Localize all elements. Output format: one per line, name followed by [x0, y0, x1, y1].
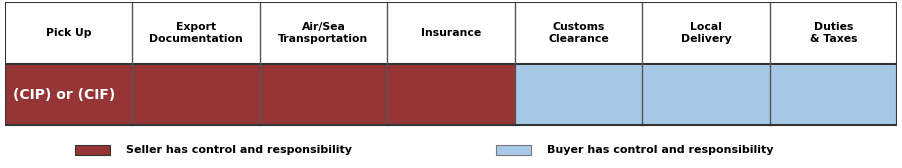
Text: Local
Delivery: Local Delivery [681, 22, 732, 44]
Bar [496, 145, 531, 155]
Text: Customs
Clearance: Customs Clearance [548, 22, 609, 44]
Bar [515, 64, 897, 125]
Bar [75, 145, 110, 155]
Text: Seller has control and responsibility: Seller has control and responsibility [125, 145, 352, 155]
Bar [5, 64, 515, 125]
Text: Insurance: Insurance [421, 28, 481, 38]
Text: Pick Up: Pick Up [45, 28, 91, 38]
Text: Buyer has control and responsibility: Buyer has control and responsibility [547, 145, 773, 155]
Text: Duties
& Taxes: Duties & Taxes [810, 22, 858, 44]
Bar [5, 2, 897, 125]
Text: Export
Documentation: Export Documentation [149, 22, 243, 44]
Text: Air/Sea
Transportation: Air/Sea Transportation [279, 22, 369, 44]
Bar [5, 2, 897, 64]
Text: (CIP) or (CIF): (CIP) or (CIF) [14, 88, 115, 102]
